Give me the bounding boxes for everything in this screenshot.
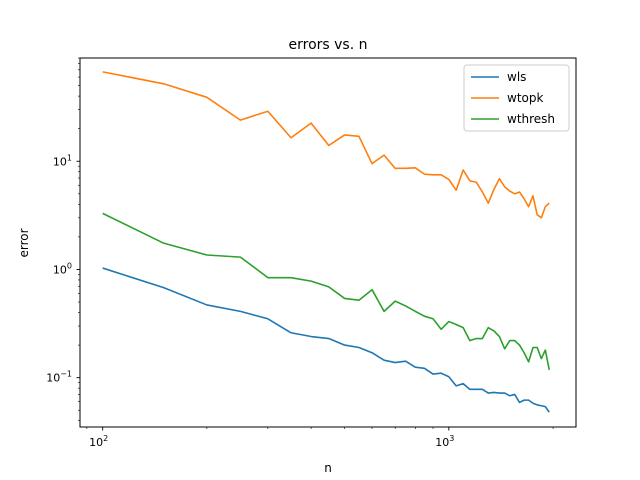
plot-area-frame [79, 57, 577, 428]
y-axis-ticks: 10−1 100 101 [46, 57, 80, 422]
legend: wls wtopk wthresh [463, 64, 570, 132]
y-axis-label: error [17, 228, 31, 257]
series-line-wthresh [102, 212, 551, 371]
chart-title: errors vs. n [289, 37, 368, 53]
y-tick-label: 10−1 [46, 370, 72, 385]
legend-label-wls: wls [507, 70, 526, 84]
series-line-wtopk [102, 71, 550, 219]
y-tick-label: 100 [53, 261, 72, 276]
x-axis-ticks: 102 103 [86, 427, 554, 449]
x-axis-label: n [324, 461, 332, 475]
legend-frame [463, 64, 570, 132]
series-line-wls [102, 267, 550, 413]
legend-label-wthresh: wthresh [507, 112, 555, 126]
y-tick-label: 101 [53, 153, 72, 168]
plot-lines [102, 71, 551, 413]
legend-label-wtopk: wtopk [507, 91, 543, 105]
x-tick-label: 103 [435, 434, 454, 449]
x-tick-label: 102 [89, 434, 108, 449]
